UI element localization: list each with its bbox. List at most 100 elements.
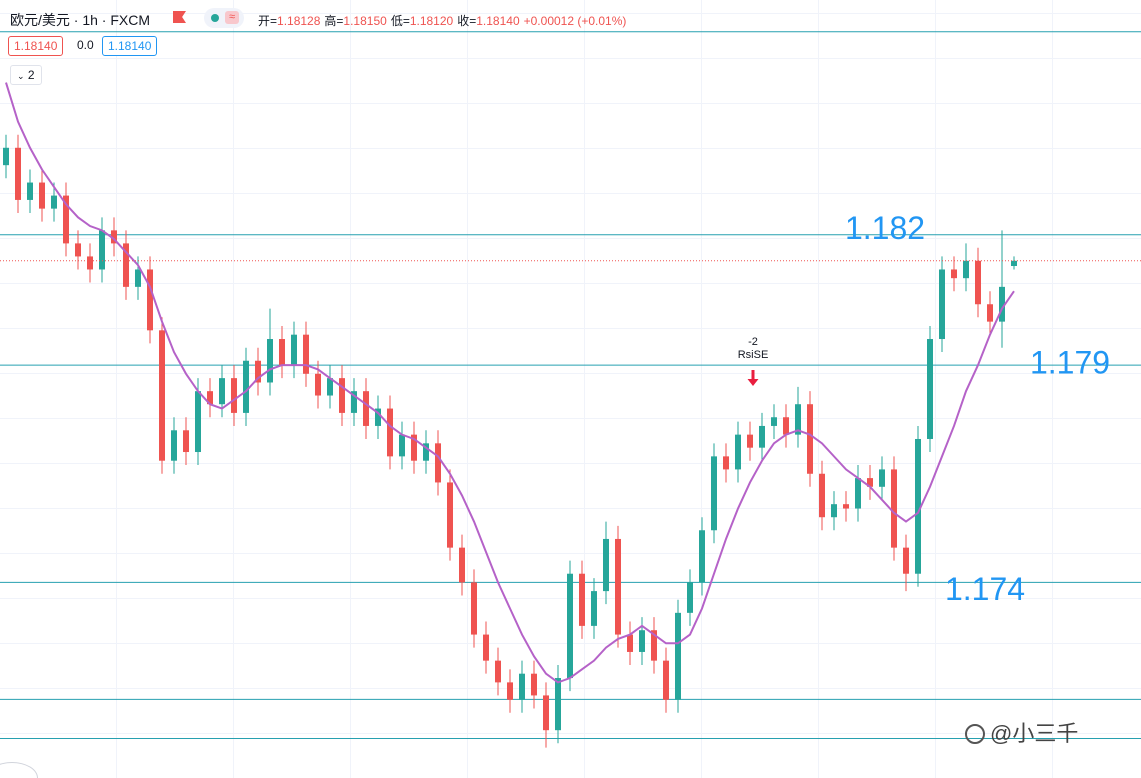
candle-body [75, 243, 81, 257]
candle-body [327, 378, 333, 396]
candle-body [867, 478, 873, 487]
candle-body [843, 504, 849, 509]
candle-body [723, 456, 729, 470]
candle-body [183, 430, 189, 453]
bid-box[interactable]: 1.18140 [8, 36, 64, 56]
candle-body [915, 438, 921, 574]
candle-body [291, 334, 297, 366]
candle-body [543, 695, 549, 731]
candle-body [819, 473, 825, 518]
ohlc-label: 低= [390, 14, 410, 28]
indicator-count: 2 [27, 68, 35, 82]
candle-body [423, 443, 429, 461]
candle-body [927, 339, 933, 439]
candle-body [351, 391, 357, 413]
candle-body [879, 469, 885, 487]
candle-body [687, 582, 693, 613]
candle-body [195, 391, 201, 453]
candle-body [1011, 260, 1017, 266]
symbol: 欧元/美元 · 1h · FXCM [10, 12, 151, 28]
moving-average [5, 82, 1015, 684]
candle-body [51, 195, 57, 209]
candle-body [903, 547, 909, 574]
candle-body [339, 378, 345, 413]
status-pill[interactable]: ≈ [204, 8, 244, 28]
candle-body [771, 417, 777, 426]
candle-body [459, 547, 465, 583]
candle-body [471, 582, 477, 635]
flag-icon[interactable] [173, 11, 186, 23]
candle-body [219, 378, 225, 405]
candle-body [699, 530, 705, 583]
candle-body [255, 360, 261, 383]
candle-body [507, 682, 513, 700]
candle-body [531, 673, 537, 696]
candle-body [675, 612, 681, 700]
candle-body [171, 430, 177, 461]
candle-body [627, 634, 633, 652]
level-label: 1.179 [1030, 345, 1110, 381]
candle-body [615, 538, 621, 635]
ask-box[interactable]: 1.18140 [102, 36, 158, 56]
candle-body [111, 230, 117, 244]
candle-body [315, 373, 321, 396]
candle-body [483, 634, 489, 661]
candle-body [399, 434, 405, 457]
candle-body [579, 573, 585, 626]
candle-body [123, 243, 129, 287]
candle-body [975, 260, 981, 305]
status-icon: ≈ [225, 11, 239, 24]
level-label: 1.174 [945, 571, 1025, 607]
indicator-toggle[interactable]: ⌄ 2 [10, 65, 42, 85]
ohlc-legend: 开=1.18128 高=1.18150 低=1.18120 收=1.18140 +0.0… [258, 12, 626, 29]
candle-body [63, 195, 69, 244]
ohlc-change: +0.00012 (+0.01%) [523, 14, 627, 28]
spread: 0.0 [77, 38, 94, 52]
ohlc-label: 高= [324, 14, 344, 28]
candle-body [519, 673, 525, 700]
candle-body [279, 339, 285, 366]
candle-body [651, 630, 657, 661]
candle-body [387, 408, 393, 457]
watermark: @小三千 [990, 721, 1078, 746]
candle-body [231, 378, 237, 413]
ohlc-value: 1.18150 [343, 14, 387, 28]
candle-body [147, 269, 153, 331]
candle-body [15, 147, 21, 200]
candle-body [795, 404, 801, 435]
ohlc-value: 1.18128 [277, 14, 321, 28]
candle-body [807, 404, 813, 474]
candle-body [39, 182, 45, 209]
watermark-logo [965, 724, 985, 744]
candle-body [747, 434, 753, 448]
candle-body [27, 182, 33, 200]
candle-body [603, 538, 609, 592]
candle-body [831, 504, 837, 518]
candle-body [735, 434, 741, 470]
candle-body [555, 678, 561, 731]
candle-body [87, 256, 93, 270]
signal-value: -2 [748, 336, 758, 348]
level-label: 1.182 [845, 210, 925, 246]
ohlc-value: 1.18120 [409, 14, 454, 28]
ohlc-label: 收= [457, 14, 477, 28]
candle-body [3, 147, 9, 166]
candle-body [411, 434, 417, 461]
candle-body [99, 230, 105, 270]
candle-body [267, 339, 273, 383]
candle-body [711, 456, 717, 531]
candle-body [375, 408, 381, 426]
ohlc-label: 开= [258, 14, 278, 28]
candle-body [591, 591, 597, 626]
candle-body [939, 269, 945, 340]
candle-body [987, 304, 993, 322]
candle-body [303, 334, 309, 374]
ohlc-value: 1.18140 [476, 14, 520, 28]
candle-body [243, 360, 249, 413]
signal-label: RsiSE [738, 349, 769, 361]
candle-body [567, 573, 573, 679]
candle-body [447, 482, 453, 548]
candle-body [639, 630, 645, 652]
